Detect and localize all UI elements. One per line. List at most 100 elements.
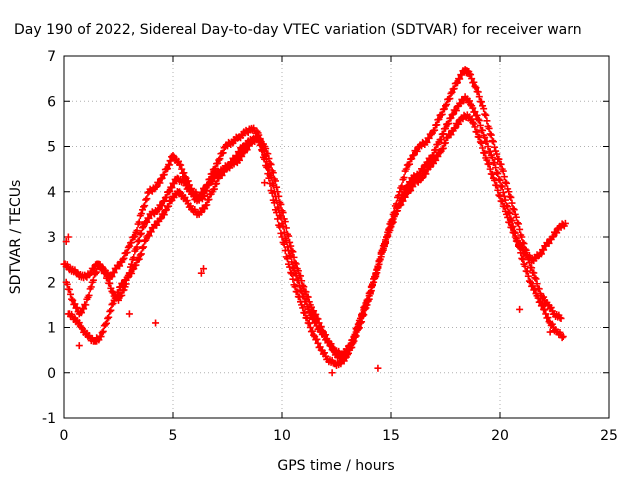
data-point (477, 98, 485, 106)
data-point (125, 310, 133, 318)
data-point (476, 138, 484, 146)
data-point (75, 342, 83, 350)
data-point (235, 156, 243, 164)
data-point (104, 314, 112, 322)
data-point (277, 200, 285, 208)
data-point (287, 242, 295, 250)
data-point (164, 165, 172, 173)
data-point (77, 309, 85, 317)
data-point (197, 208, 205, 216)
data-point (98, 263, 106, 271)
data-point (271, 177, 279, 185)
data-point (312, 310, 320, 318)
data-point (483, 117, 491, 125)
data-point (546, 328, 554, 336)
data-point (103, 319, 111, 327)
data-point (432, 156, 440, 164)
data-point (290, 253, 298, 261)
data-point (506, 209, 514, 217)
data-point (130, 265, 138, 273)
data-point (71, 300, 79, 308)
data-point (488, 137, 496, 145)
data-point (389, 218, 397, 226)
data-point (165, 202, 173, 210)
data-point (276, 223, 284, 231)
data-point (519, 239, 527, 247)
data-point (314, 339, 322, 347)
data-point (518, 233, 526, 241)
data-point (145, 232, 153, 240)
data-point (439, 144, 447, 152)
data-point (486, 148, 494, 156)
y-tick-label: 6 (47, 94, 56, 110)
data-point (479, 144, 487, 152)
data-point (470, 78, 478, 86)
data-point (98, 329, 106, 337)
data-point (368, 281, 376, 289)
data-point (145, 214, 153, 222)
data-point (539, 301, 547, 309)
data-point (177, 161, 185, 169)
data-point (343, 350, 351, 358)
data-point (384, 232, 392, 240)
data-point (360, 306, 368, 314)
data-point (518, 254, 526, 262)
data-point (496, 192, 504, 200)
data-point (140, 243, 148, 251)
data-point (62, 238, 70, 246)
data-point (488, 154, 496, 162)
data-point (510, 206, 518, 214)
data-point (93, 337, 101, 345)
data-point (427, 130, 435, 138)
data-point (457, 100, 465, 108)
data-point (409, 183, 417, 191)
data-point (510, 229, 518, 237)
data-point (281, 218, 289, 226)
isolated-points (62, 179, 554, 377)
data-point (467, 100, 475, 108)
data-point (495, 155, 503, 163)
data-point (299, 304, 307, 312)
data-point (341, 354, 349, 362)
data-point (133, 243, 141, 251)
data-point (513, 219, 521, 227)
data-point (143, 195, 151, 203)
data-point (542, 310, 550, 318)
data-point (304, 293, 312, 301)
data-point (399, 197, 407, 205)
data-point (264, 150, 272, 158)
data-point (201, 192, 209, 200)
data-point (197, 269, 205, 277)
data-point (108, 273, 116, 281)
data-point (329, 344, 337, 352)
data-point (186, 202, 194, 210)
data-point (123, 248, 131, 256)
data-point (279, 209, 287, 217)
data-point (366, 290, 374, 298)
data-point (180, 169, 188, 177)
data-point (147, 228, 155, 236)
y-tick-label: 2 (47, 275, 56, 291)
data-point (471, 108, 479, 116)
data-point (503, 179, 511, 187)
data-point (275, 192, 283, 200)
data-point (317, 323, 325, 331)
data-point (475, 133, 483, 141)
data-point (479, 127, 487, 135)
data-point (495, 191, 503, 199)
series-track-c (64, 111, 569, 363)
data-point (558, 334, 566, 342)
data-point (437, 135, 445, 143)
data-point (508, 224, 516, 232)
data-point (451, 124, 459, 132)
data-point (497, 160, 505, 168)
data-point (348, 340, 356, 348)
data-point (137, 229, 145, 237)
data-point (181, 178, 189, 186)
x-tick-label: 15 (382, 428, 400, 444)
data-point (124, 243, 132, 251)
data-point (140, 203, 148, 211)
data-point (374, 364, 382, 372)
data-point (434, 152, 442, 160)
